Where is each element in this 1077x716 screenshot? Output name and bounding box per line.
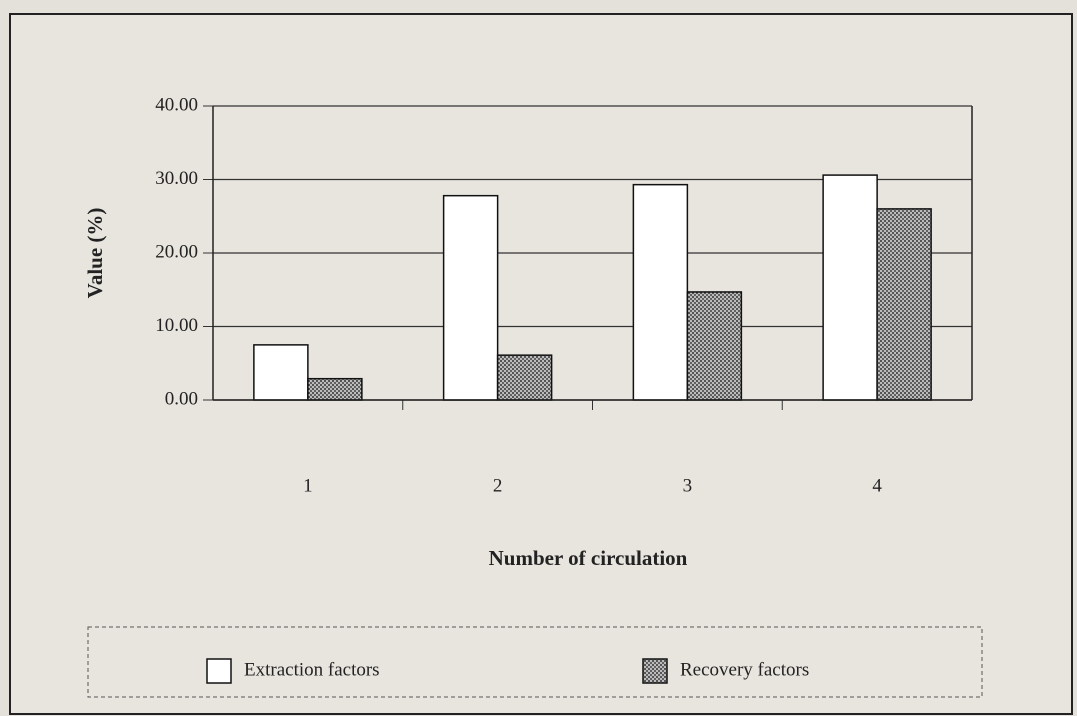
y-tick-label: 0.00 <box>165 388 198 409</box>
bar <box>822 174 878 401</box>
y-tick-label: 40.00 <box>155 94 198 115</box>
bar <box>876 208 932 401</box>
bar <box>632 183 689 401</box>
x-tick-label: 3 <box>683 475 693 496</box>
y-tick-label: 20.00 <box>155 241 198 262</box>
bar <box>686 291 743 401</box>
x-tick-label: 1 <box>303 475 313 496</box>
x-tick-label: 4 <box>872 475 882 496</box>
x-axis-label: Number of circulation <box>489 546 688 570</box>
legend-label: Extraction factors <box>244 659 380 680</box>
x-tick-label: 2 <box>493 475 503 496</box>
bar <box>307 377 363 401</box>
legend-swatch <box>642 658 668 684</box>
bar <box>496 354 553 401</box>
bar <box>442 194 499 401</box>
y-tick-label: 30.00 <box>155 168 198 189</box>
bar <box>253 344 309 401</box>
y-tick-label: 10.00 <box>155 315 198 336</box>
legend-label: Recovery factors <box>680 659 809 680</box>
legend-box <box>87 626 983 698</box>
y-axis-label: Value (%) <box>83 208 107 299</box>
legend-swatch <box>206 658 232 684</box>
